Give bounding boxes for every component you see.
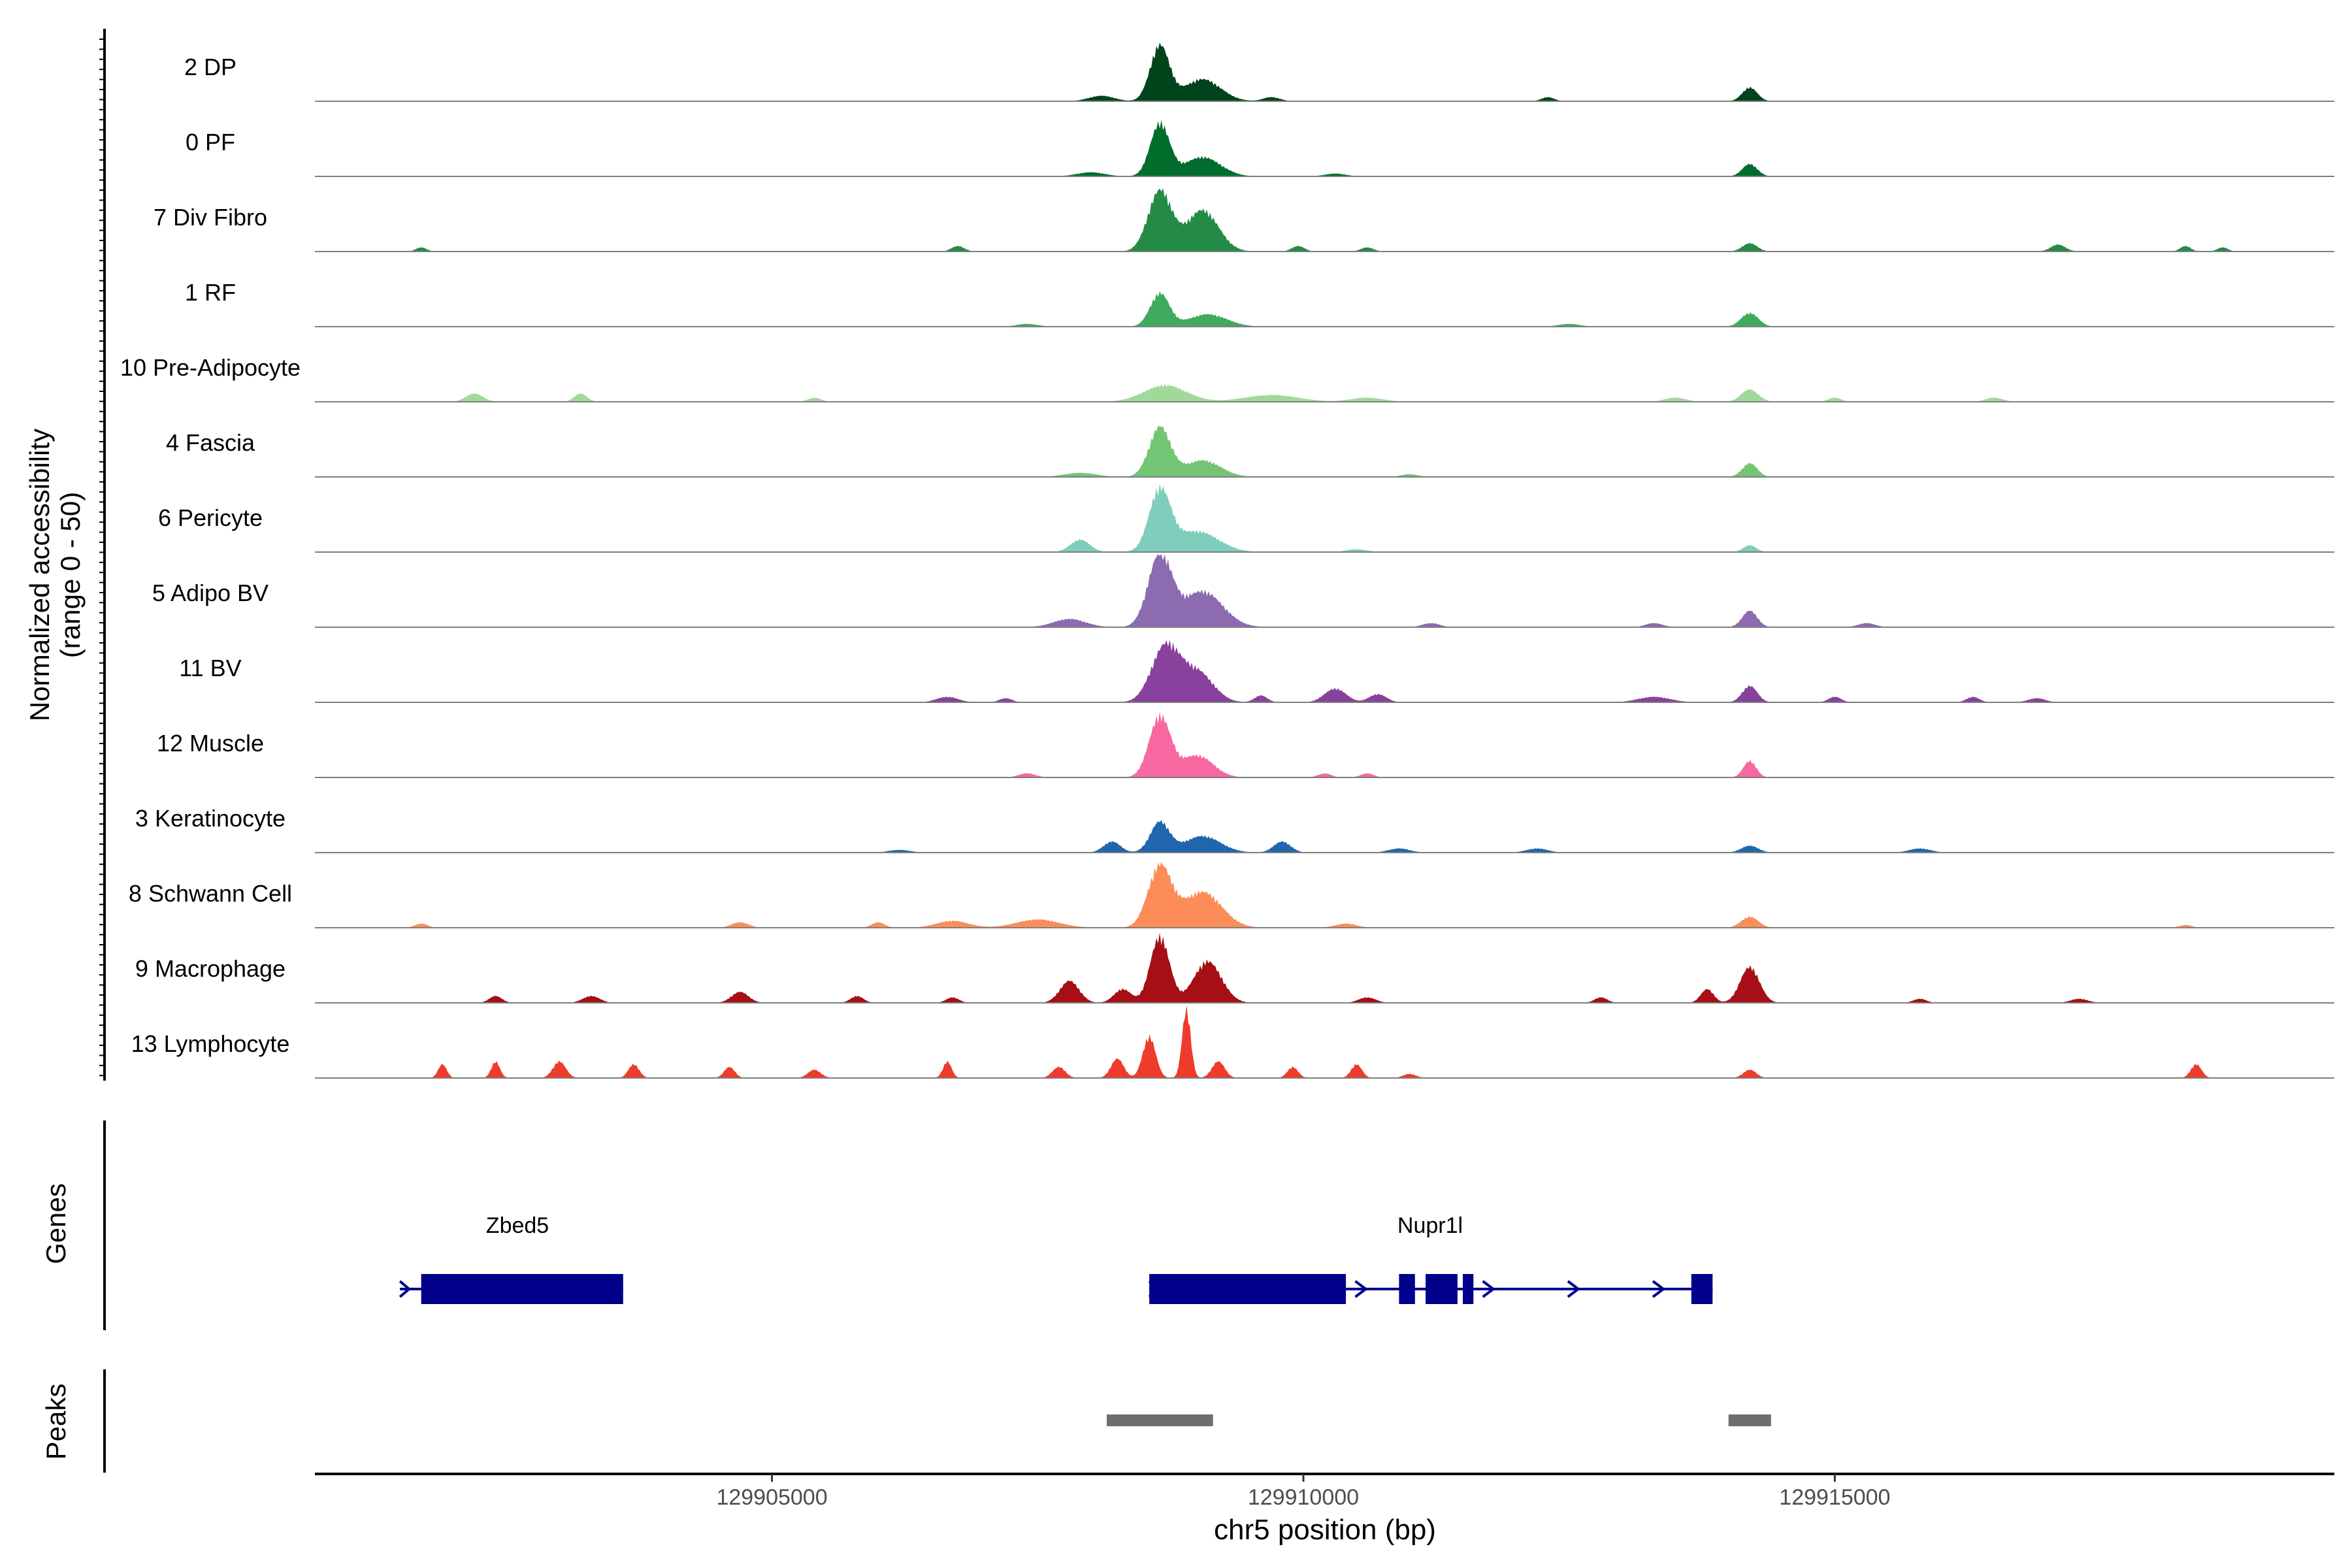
gene-name-label: Nupr1l bbox=[1397, 1213, 1463, 1238]
gene-strand-chevron bbox=[1652, 1280, 1666, 1298]
gene-0: Zbed5 bbox=[399, 1213, 623, 1304]
track-2: 7 Div Fibro bbox=[154, 188, 2334, 252]
gene-name-label: Zbed5 bbox=[486, 1213, 549, 1238]
track-label-3: 1 RF bbox=[185, 279, 236, 306]
x-axis-label: chr5 position (bp) bbox=[1214, 1514, 1436, 1546]
peak-track bbox=[103, 1369, 1771, 1473]
gene-exon bbox=[421, 1274, 623, 1304]
track-13: 13 Lymphocyte bbox=[131, 1005, 2334, 1079]
gene-strand-chevron bbox=[399, 1280, 412, 1298]
y-axis bbox=[99, 29, 106, 1081]
gene-exon bbox=[1426, 1274, 1458, 1304]
genes-track-label: Genes bbox=[41, 1183, 71, 1264]
gene-strand-chevron bbox=[1567, 1280, 1581, 1298]
gene-exon bbox=[1691, 1274, 1713, 1304]
gene-exon bbox=[1149, 1274, 1347, 1304]
track-label-7: 5 Adipo BV bbox=[152, 580, 269, 606]
x-axis: 129905000 129910000 129915000 bbox=[315, 1473, 2334, 1510]
track-5: 4 Fascia bbox=[166, 425, 2334, 478]
gene-1: Nupr1l bbox=[1148, 1213, 1713, 1304]
track-label-1: 0 PF bbox=[186, 129, 235, 155]
track-9: 12 Muscle bbox=[157, 711, 2334, 778]
track-4: 10 Pre-Adipocyte bbox=[120, 354, 2334, 402]
gene-exon bbox=[1462, 1274, 1474, 1304]
track-label-6: 6 Pericyte bbox=[158, 504, 263, 531]
x-tick-label: 129915000 bbox=[1779, 1485, 1890, 1510]
track-1: 0 PF bbox=[186, 120, 2334, 177]
y-axis-label: Normalized accessibility bbox=[24, 429, 55, 721]
track-10: 3 Keratinocyte bbox=[135, 805, 2334, 853]
track-label-0: 2 DP bbox=[184, 54, 237, 80]
gene-track: Zbed5 Nupr1l bbox=[103, 1120, 1713, 1330]
gene-exon bbox=[1399, 1274, 1415, 1304]
x-tick-label: 129905000 bbox=[716, 1485, 827, 1510]
gene-strand-chevron bbox=[1354, 1280, 1368, 1298]
track-label-12: 9 Macrophage bbox=[135, 955, 286, 982]
track-label-9: 12 Muscle bbox=[157, 730, 264, 757]
track-8: 11 BV bbox=[179, 640, 2334, 703]
track-label-13: 13 Lymphocyte bbox=[131, 1030, 290, 1057]
track-label-8: 11 BV bbox=[179, 655, 241, 681]
track-0: 2 DP bbox=[184, 42, 2334, 102]
x-tick-label: 129910000 bbox=[1248, 1485, 1359, 1510]
track-6: 6 Pericyte bbox=[158, 483, 2334, 553]
peak-region-1 bbox=[1728, 1414, 1771, 1426]
track-3: 1 RF bbox=[185, 279, 2334, 327]
track-11: 8 Schwann Cell bbox=[129, 862, 2334, 928]
track-label-10: 3 Keratinocyte bbox=[135, 805, 286, 832]
track-label-2: 7 Div Fibro bbox=[154, 204, 267, 231]
y-axis-label-range: (range 0 - 50) bbox=[55, 492, 86, 658]
peak-region-0 bbox=[1106, 1414, 1213, 1426]
peaks-track-label: Peaks bbox=[41, 1384, 71, 1460]
track-12: 9 Macrophage bbox=[135, 932, 2334, 1004]
track-label-4: 10 Pre-Adipocyte bbox=[120, 354, 301, 381]
coverage-tracks: 2 DP 0 PF 7 Div Fibro 1 RF 10 Pre-Adipocyte 4… bbox=[120, 42, 2334, 1079]
track-label-11: 8 Schwann Cell bbox=[129, 880, 292, 907]
track-label-5: 4 Fascia bbox=[166, 429, 255, 456]
track-7: 5 Adipo BV bbox=[152, 554, 2334, 628]
gene-strand-chevron bbox=[1482, 1280, 1495, 1298]
